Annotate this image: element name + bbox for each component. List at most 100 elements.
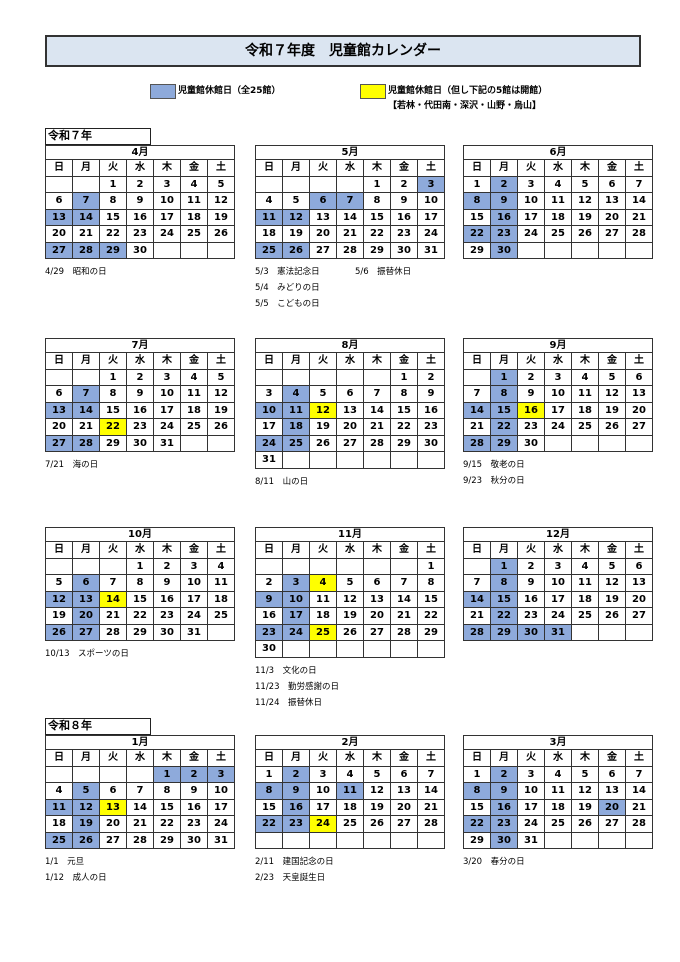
day-cell: 9 [181, 783, 208, 800]
month-title: 11月 [255, 527, 445, 542]
day-cell: 16 [127, 209, 154, 226]
weekday-header: 水 [545, 160, 572, 177]
day-cell: 17 [181, 591, 208, 608]
weekday-header: 月 [73, 353, 100, 370]
month-title: 5月 [255, 145, 445, 160]
day-cell: 16 [391, 209, 418, 226]
day-cell: 17 [545, 402, 572, 419]
day-cell: 25 [208, 608, 235, 625]
holiday-note: 11/23 勤労感謝の日 [255, 681, 339, 692]
weekday-header: 月 [73, 542, 100, 559]
day-cell: 6 [46, 193, 73, 210]
empty-cell [364, 452, 391, 469]
grid-left [463, 542, 464, 641]
weekday-header: 日 [464, 542, 491, 559]
weekday-header: 木 [364, 160, 391, 177]
day-cell: 13 [599, 783, 626, 800]
day-cell: 17 [208, 799, 235, 816]
day-cell: 30 [518, 435, 545, 452]
weekday-header: 金 [181, 750, 208, 767]
day-cell: 30 [418, 435, 445, 452]
day-cell: 17 [418, 209, 445, 226]
day-cell: 29 [391, 435, 418, 452]
weekday-header: 土 [418, 542, 445, 559]
day-cell: 11 [256, 209, 283, 226]
day-cell: 11 [572, 386, 599, 403]
grid-left [45, 750, 46, 849]
holiday-note: 9/23 秋分の日 [463, 476, 525, 486]
day-cell: 30 [491, 832, 518, 849]
day-cell: 6 [310, 193, 337, 210]
year-label: 令和８年 [45, 718, 151, 735]
day-cell: 2 [127, 369, 154, 386]
day-cell: 26 [73, 832, 100, 849]
legend-label: 児童館休館日（全25館） [178, 86, 281, 96]
weekday-header: 日 [46, 160, 73, 177]
day-cell: 30 [154, 624, 181, 641]
holiday-note: 5/3 憲法記念日 [255, 267, 320, 277]
day-cell: 1 [127, 558, 154, 575]
grid-left [255, 542, 256, 658]
day-cell: 8 [391, 386, 418, 403]
day-cell: 15 [100, 209, 127, 226]
day-cell: 3 [310, 766, 337, 783]
day-cell: 21 [418, 799, 445, 816]
day-cell: 21 [73, 226, 100, 243]
empty-cell [626, 624, 653, 641]
day-cell: 24 [418, 226, 445, 243]
day-cell: 29 [491, 624, 518, 641]
day-cell: 26 [208, 419, 235, 436]
day-cell: 21 [391, 608, 418, 625]
day-cell: 29 [464, 832, 491, 849]
day-cell: 28 [73, 435, 100, 452]
empty-cell [418, 452, 445, 469]
day-cell: 11 [208, 575, 235, 592]
empty-cell [572, 435, 599, 452]
day-cell: 5 [283, 193, 310, 210]
day-cell: 28 [418, 816, 445, 833]
weekday-header: 木 [364, 353, 391, 370]
day-cell: 23 [391, 226, 418, 243]
day-cell: 27 [364, 624, 391, 641]
holiday-note: 1/12 成人の日 [45, 873, 107, 883]
day-cell: 31 [418, 242, 445, 259]
weekday-header: 土 [418, 750, 445, 767]
day-cell: 3 [181, 558, 208, 575]
day-cell: 18 [572, 591, 599, 608]
day-cell: 1 [391, 369, 418, 386]
day-cell: 20 [364, 608, 391, 625]
day-cell: 28 [337, 242, 364, 259]
weekday-header: 木 [572, 353, 599, 370]
empty-cell [626, 832, 653, 849]
day-cell: 31 [545, 624, 572, 641]
empty-cell [391, 558, 418, 575]
day-cell: 14 [464, 591, 491, 608]
day-cell: 23 [127, 226, 154, 243]
day-cell: 4 [572, 369, 599, 386]
day-cell: 19 [310, 419, 337, 436]
day-cell: 16 [181, 799, 208, 816]
day-cell: 24 [208, 816, 235, 833]
empty-cell [256, 369, 283, 386]
day-cell: 26 [599, 419, 626, 436]
holiday-note: 7/21 海の日 [45, 460, 99, 470]
empty-cell [73, 176, 100, 193]
day-cell: 18 [310, 608, 337, 625]
weekday-header: 火 [310, 353, 337, 370]
day-cell: 4 [283, 386, 310, 403]
day-cell: 19 [337, 608, 364, 625]
day-cell: 22 [127, 608, 154, 625]
weekday-header: 月 [283, 542, 310, 559]
empty-cell [46, 766, 73, 783]
empty-cell [391, 452, 418, 469]
weekday-header: 土 [208, 353, 235, 370]
empty-cell [337, 832, 364, 849]
weekday-header: 日 [464, 160, 491, 177]
day-cell: 15 [127, 591, 154, 608]
empty-cell [572, 242, 599, 259]
day-cell: 17 [518, 209, 545, 226]
weekday-header: 金 [391, 750, 418, 767]
empty-cell [100, 766, 127, 783]
day-cell: 16 [418, 402, 445, 419]
weekday-header: 日 [256, 353, 283, 370]
